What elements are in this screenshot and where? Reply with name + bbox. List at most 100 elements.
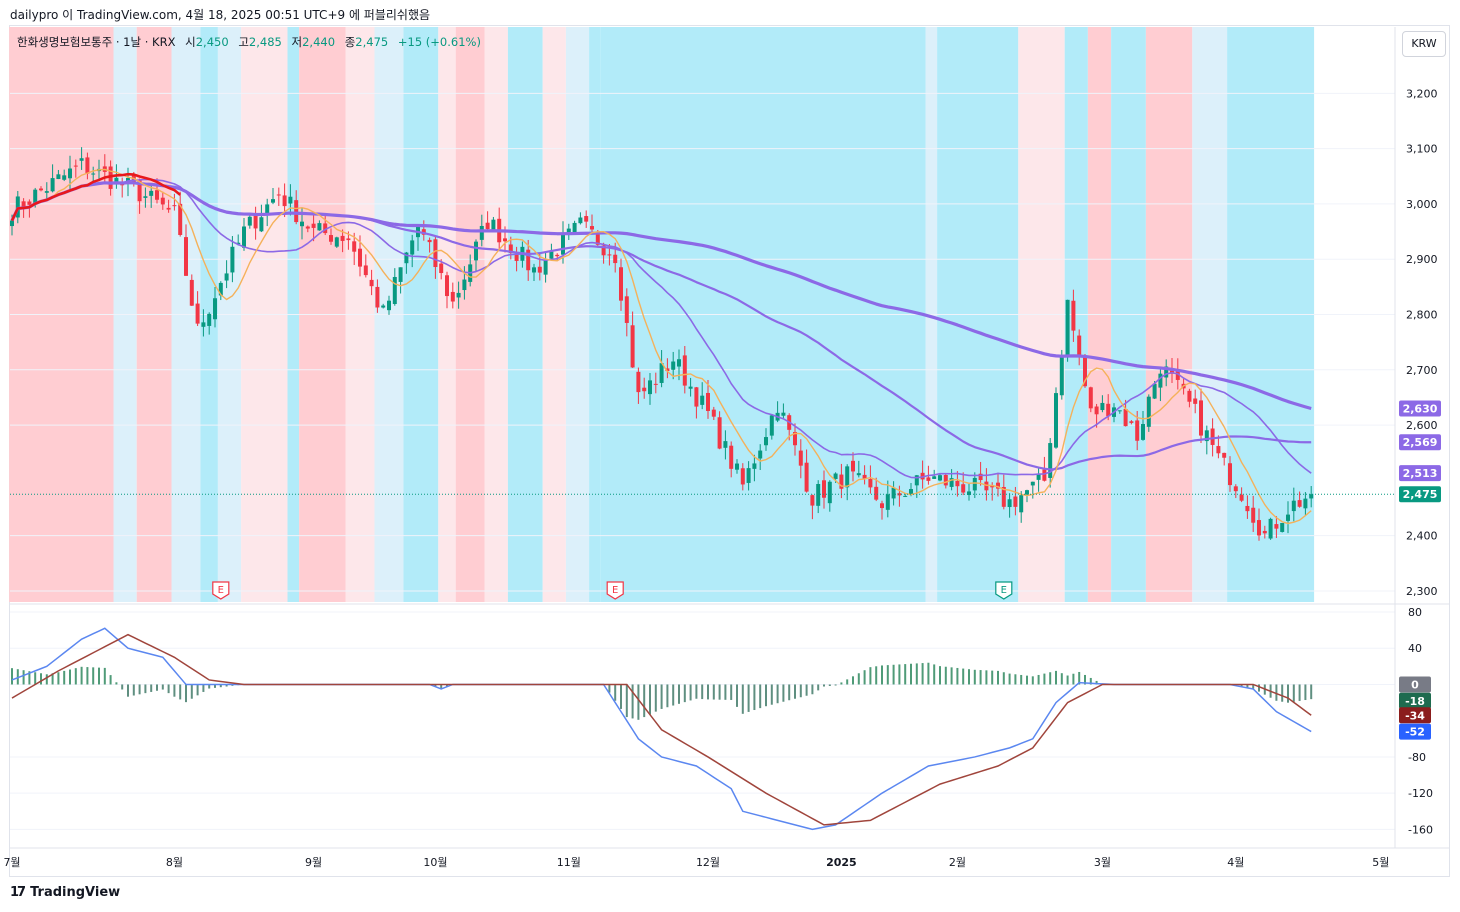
histogram-bar [863, 670, 866, 685]
candle-body [514, 254, 519, 261]
earnings-marker[interactable] [212, 581, 230, 600]
earnings-marker[interactable] [995, 581, 1013, 600]
candle-body [694, 387, 699, 407]
candle-body [1042, 469, 1047, 481]
histogram-bar [219, 684, 222, 688]
candle-body [1199, 400, 1203, 436]
histogram-bar [1258, 684, 1260, 692]
trend-highlight-line [10, 172, 182, 222]
candle-body [218, 282, 223, 296]
histogram-bar [202, 684, 205, 692]
tradingview-logo[interactable]: 17 TradingView [10, 885, 120, 900]
histogram-bar [956, 667, 959, 685]
price-value-label: 2,569 [1403, 436, 1438, 449]
histogram-bar [915, 663, 918, 685]
histogram-bar [741, 684, 744, 714]
histogram-bar [40, 673, 42, 685]
candle-body [1094, 406, 1099, 415]
candle-body [833, 473, 838, 479]
candle-body [491, 219, 496, 233]
candle-body [404, 252, 409, 264]
histogram-bar [69, 669, 71, 685]
candle-body [1193, 398, 1198, 404]
price-tick-label: 3,100 [1406, 143, 1438, 156]
candle-body [305, 226, 310, 229]
candle-body [50, 178, 55, 192]
earnings-marker[interactable] [606, 581, 624, 600]
price-value-badge [1399, 465, 1441, 482]
high-label: 고 [238, 35, 249, 49]
time-tick-label: 9월 [305, 856, 322, 869]
histogram-bar [979, 670, 982, 685]
candle-body [1280, 523, 1285, 532]
candle-body [972, 477, 977, 491]
candle-body [752, 463, 757, 469]
histogram-bar [214, 684, 216, 688]
candle-body [381, 305, 386, 308]
histogram-bar [770, 684, 773, 705]
open-label: 시 [185, 35, 196, 49]
candle-body [665, 368, 670, 372]
candle-body [485, 222, 490, 230]
candle-body [276, 194, 281, 196]
histogram-bar [788, 684, 791, 701]
close-value: 2,475 [355, 35, 389, 49]
symbol-name[interactable]: 한화생명보험보통주 · 1날 · KRX [17, 35, 176, 49]
candle-body [259, 217, 264, 232]
histogram-bar [840, 682, 843, 685]
histogram-bar [1281, 684, 1284, 702]
candle-body [682, 355, 687, 386]
candle-body [758, 450, 763, 459]
histogram-bar [179, 684, 182, 700]
histogram-bar [811, 684, 814, 695]
candle-body [224, 273, 229, 281]
candle-body [1239, 494, 1244, 501]
candle-body [566, 228, 571, 235]
histogram-bar [701, 684, 704, 700]
candle-body [149, 190, 154, 196]
histogram-bar [446, 684, 448, 687]
histogram-bar [196, 684, 199, 696]
candle-body [10, 220, 14, 227]
candle-body [1088, 387, 1093, 409]
histogram-bar [643, 684, 646, 718]
histogram-bar [138, 684, 141, 695]
candle-body [1123, 408, 1128, 427]
histogram-bar [927, 662, 930, 685]
histogram-bar [80, 666, 83, 685]
histogram-bar [695, 684, 698, 699]
ma-fast-line [11, 168, 1312, 525]
histogram-bar [1252, 684, 1255, 689]
histogram-bar [892, 664, 895, 685]
histogram-bar [944, 666, 947, 685]
candle-body [1175, 371, 1180, 380]
candle-body [172, 205, 177, 207]
histogram-bar [997, 670, 999, 685]
histogram-bar [225, 684, 228, 687]
candle-body [659, 363, 664, 383]
earnings-marker-label: E [1001, 585, 1007, 596]
candle-body [242, 226, 246, 248]
candle-body [781, 412, 786, 416]
histogram-bar [747, 684, 750, 712]
histogram-bar [1031, 676, 1034, 685]
candle-body [810, 495, 815, 506]
candle-body [479, 225, 484, 240]
candle-body [868, 479, 873, 488]
candle-body [978, 473, 983, 481]
candle-body [445, 275, 449, 297]
macd-tick-label: 40 [1408, 642, 1422, 655]
candle-body [456, 292, 461, 298]
currency-button[interactable]: KRW [1402, 31, 1446, 57]
candle-body [1291, 500, 1296, 512]
candle-body [1141, 424, 1145, 440]
histogram-bar [74, 668, 77, 685]
price-tick-label: 3,000 [1406, 198, 1438, 211]
candle-body [740, 468, 745, 485]
time-tick-label: 3월 [1094, 856, 1111, 869]
histogram-bar [817, 684, 820, 691]
histogram-bar [857, 673, 860, 685]
histogram-bar [173, 684, 176, 697]
candle-body [271, 199, 275, 203]
